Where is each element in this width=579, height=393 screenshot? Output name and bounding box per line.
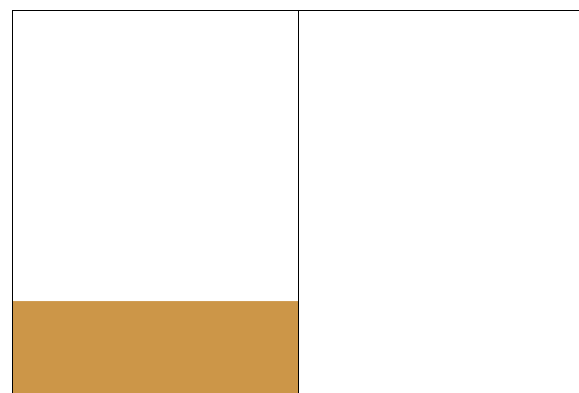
bars-layer [12, 301, 298, 393]
bar-0 [12, 301, 298, 393]
chart-frame [12, 10, 579, 393]
